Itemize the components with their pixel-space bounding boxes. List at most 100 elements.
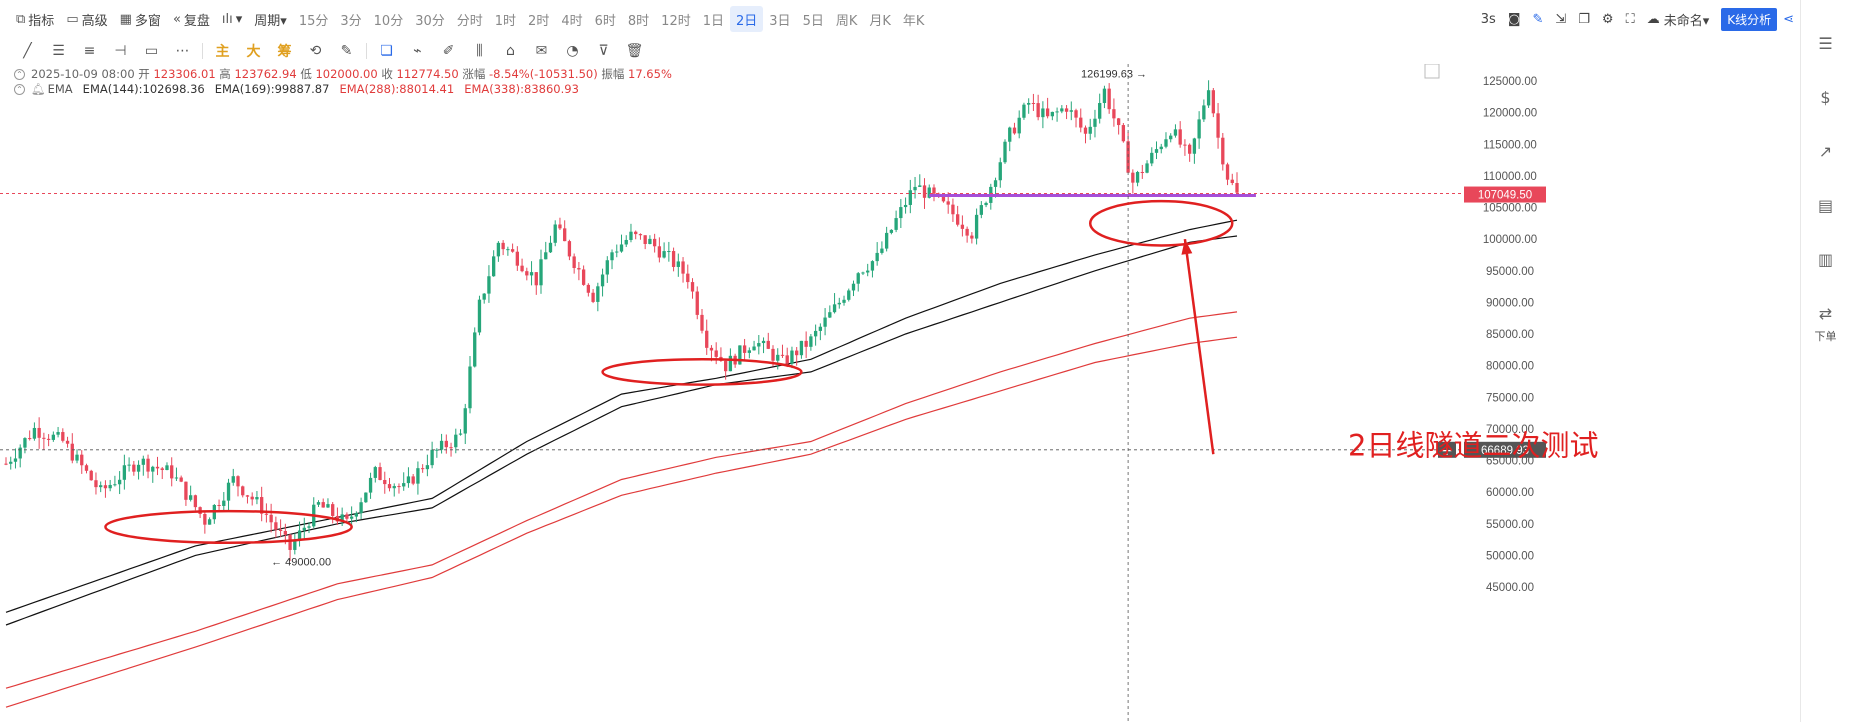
- candle-body: [993, 180, 998, 187]
- ohlc-value: 17.65%: [628, 67, 672, 81]
- period-16[interactable]: 月K: [869, 13, 891, 29]
- export-icon[interactable]: ⇲: [1555, 11, 1567, 27]
- period-1[interactable]: 3分: [340, 13, 362, 29]
- candle-body: [894, 218, 898, 230]
- drawing-tool-0[interactable]: ╱: [23, 43, 32, 59]
- candle-body: [4, 463, 8, 465]
- kline-analysis-button[interactable]: K线分析: [1721, 7, 1778, 31]
- candle-body: [127, 464, 131, 466]
- drawing-tool-7[interactable]: 大: [246, 44, 261, 60]
- toolbar-item[interactable]: «复盘: [167, 6, 216, 32]
- period-13[interactable]: 3日: [769, 13, 791, 29]
- drawing-tool-2[interactable]: ≡: [83, 43, 96, 59]
- copy-icon[interactable]: ❐: [1578, 11, 1590, 27]
- drawing-tool-14[interactable]: ⫼: [476, 43, 483, 59]
- ohlc-value: -8.54%(-10531.50): [489, 67, 598, 81]
- candle-body: [170, 465, 174, 479]
- share-icon[interactable]: ⋖: [1783, 11, 1794, 27]
- drawing-tool-13[interactable]: ✐: [442, 43, 455, 59]
- right-sidebar: ☰ $ ↗ ▤ ▥ ⇄ 下单: [1800, 0, 1850, 722]
- candle-body: [681, 261, 685, 274]
- period-3[interactable]: 30分: [415, 13, 445, 29]
- period-7[interactable]: 4时: [561, 13, 583, 29]
- toolbar-item[interactable]: ▦ 多窗: [114, 6, 167, 32]
- ohlc-value: 123306.01: [153, 67, 216, 81]
- period-11[interactable]: 1日: [702, 13, 724, 29]
- toolbar-item[interactable]: ▭ 高级: [60, 6, 113, 32]
- annotation-ellipse[interactable]: [601, 358, 803, 386]
- etf-icon[interactable]: ▥: [1817, 250, 1834, 269]
- collapse-icon[interactable]: ⌃: [14, 69, 25, 80]
- candle-body: [813, 330, 818, 337]
- period-0[interactable]: 15分: [298, 13, 329, 29]
- annotation-arrow[interactable]: [1183, 238, 1215, 455]
- multiwindow-icon: ▦: [119, 11, 132, 27]
- y-axis-tick-label: 105000.00: [1483, 203, 1537, 215]
- candle-body: [392, 486, 396, 489]
- candle-body: [477, 299, 482, 333]
- candle-body: [757, 343, 761, 347]
- y-axis-tick-label: 45000.00: [1486, 582, 1534, 594]
- trend-icon[interactable]: ↗: [1818, 142, 1833, 161]
- camera-icon[interactable]: ◙: [1507, 11, 1521, 27]
- candle-body: [818, 326, 823, 331]
- ohlc-value: 高: [215, 67, 235, 81]
- drawing-tool-8[interactable]: 筹: [277, 44, 292, 60]
- drawing-tool-6[interactable]: 主: [215, 44, 230, 60]
- toolbar-item[interactable]: ılı ▾: [216, 6, 248, 32]
- settings-icon[interactable]: ⚙: [1601, 11, 1614, 27]
- period-12[interactable]: 2日: [730, 6, 764, 32]
- period-15[interactable]: 周K: [835, 13, 858, 29]
- candle-body: [899, 207, 903, 219]
- period-4[interactable]: 分时: [456, 13, 483, 29]
- collapse-icon[interactable]: ⌃: [14, 84, 25, 95]
- drawing-tool-10[interactable]: ✎: [340, 43, 353, 59]
- toolbar-item[interactable]: ⧉ 指标: [10, 6, 60, 32]
- period-14[interactable]: 5日: [802, 13, 824, 29]
- order-icon[interactable]: ⇄: [1818, 304, 1833, 323]
- toolbar-item[interactable]: 周期▾: [248, 6, 293, 32]
- drawing-tool-5[interactable]: ⋯: [175, 43, 190, 59]
- drawing-tool-16[interactable]: ✉: [535, 43, 548, 59]
- refresh-interval[interactable]: 3s: [1480, 11, 1496, 27]
- drawing-tool-11[interactable]: ❏: [380, 43, 393, 59]
- ohlc-value: 涨幅: [458, 67, 490, 81]
- period-10[interactable]: 12时: [661, 13, 691, 29]
- layout-selector[interactable]: ☁ 未命名▾: [1641, 6, 1716, 32]
- add-alert-button[interactable]: [1438, 441, 1456, 458]
- drawing-tool-3[interactable]: ⊣: [114, 43, 127, 59]
- candle-body: [1183, 144, 1187, 146]
- drawing-tool-9[interactable]: ⟲: [309, 43, 322, 59]
- candle-body: [544, 252, 548, 260]
- drawing-tool-4[interactable]: ▭: [144, 43, 159, 59]
- period-8[interactable]: 6时: [594, 13, 616, 29]
- pen-icon[interactable]: ✎: [1532, 11, 1544, 27]
- notes-icon[interactable]: ☰: [1818, 34, 1833, 53]
- annotation-ellipse[interactable]: [104, 509, 353, 544]
- ema-value: EMA(338):83860.93: [464, 82, 579, 96]
- drawing-tool-12[interactable]: ⌁: [413, 43, 422, 59]
- candle-body: [548, 242, 553, 253]
- annotation-text[interactable]: 2日线隧道二次测试: [1348, 429, 1598, 463]
- expand-icon[interactable]: [1424, 64, 1440, 79]
- candle-body: [1145, 163, 1149, 173]
- candle-body: [349, 516, 354, 519]
- arrow-head: [1181, 239, 1193, 255]
- period-17[interactable]: 年K: [902, 13, 925, 29]
- period-5[interactable]: 1时: [494, 13, 517, 29]
- drawing-tool-19[interactable]: 🗑: [625, 43, 644, 59]
- toolbar-item-label: 指标: [28, 13, 55, 29]
- price-icon[interactable]: $: [1820, 88, 1831, 107]
- fullscreen-icon[interactable]: ⛶: [1625, 11, 1635, 27]
- period-9[interactable]: 8时: [627, 13, 650, 29]
- drawing-tool-15[interactable]: ⌂: [506, 43, 515, 59]
- drawing-tool-18[interactable]: ⊽: [598, 43, 609, 59]
- drawing-tool-1[interactable]: ☰: [52, 43, 65, 59]
- price-chart[interactable]: 45000.00 50000.00 55000.00 60000.00 65000.00…: [0, 64, 1800, 722]
- period-2[interactable]: 10分: [373, 13, 404, 29]
- annotation-ellipse[interactable]: [1088, 199, 1234, 247]
- drawing-tool-17[interactable]: ◔: [566, 43, 579, 59]
- stats-icon[interactable]: ▤: [1817, 196, 1834, 215]
- period-6[interactable]: 2时: [528, 13, 550, 29]
- candle-body: [795, 350, 799, 356]
